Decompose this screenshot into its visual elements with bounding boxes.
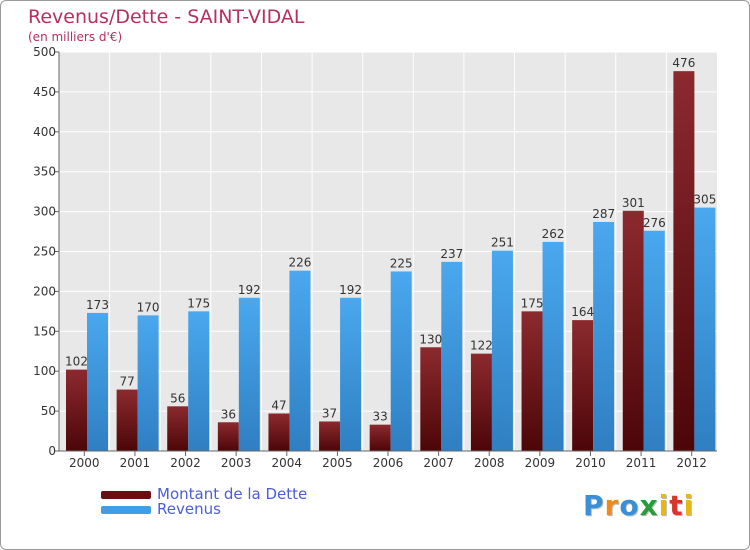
data-label-revenus-2006: 225 xyxy=(390,256,413,270)
data-label-debt-2002: 56 xyxy=(170,391,185,405)
axes: 0 50 100 150 200 250 300 350 400 450 500 2000 2001 20… xyxy=(33,45,717,470)
x-tick-label-2004: 2004 xyxy=(271,456,302,470)
y-tick-label-400: 400 xyxy=(33,125,56,139)
bar-revenus-2010 xyxy=(593,221,615,451)
bar-revenus-2005 xyxy=(340,297,362,451)
data-label-debt-2008: 122 xyxy=(470,339,493,353)
legend-swatch-debt xyxy=(101,490,151,499)
bar-revenus-2007 xyxy=(441,261,463,451)
bar-debt-2000 xyxy=(66,369,87,451)
data-label-revenus-2012: 305 xyxy=(693,193,716,207)
y-tick-label-200: 200 xyxy=(33,284,56,298)
data-label-revenus-2004: 226 xyxy=(289,256,312,270)
logo-letter: t xyxy=(669,489,684,522)
y-tick-label-500: 500 xyxy=(33,45,56,59)
data-label-revenus-2009: 262 xyxy=(542,227,565,241)
bar-debt-2011 xyxy=(622,210,644,451)
y-tick-label-250: 250 xyxy=(33,245,56,259)
bar-revenus-2004 xyxy=(289,270,311,451)
data-label-debt-2001: 77 xyxy=(119,375,134,389)
data-label-debt-2006: 33 xyxy=(373,410,388,424)
logo-letter: i xyxy=(658,489,670,522)
bar-debt-2004 xyxy=(268,413,290,451)
logo-letter: r xyxy=(604,489,620,522)
legend-label-debt: Montant de la Dette xyxy=(157,485,308,503)
bar-debt-2009 xyxy=(521,311,543,451)
y-tick-label-350: 350 xyxy=(33,165,56,179)
data-label-revenus-2010: 287 xyxy=(592,207,615,221)
y-tick-label-300: 300 xyxy=(33,205,56,219)
bar-debt-2001 xyxy=(116,389,138,451)
x-tick-label-2008: 2008 xyxy=(474,456,505,470)
logo-letter: x xyxy=(639,489,659,522)
x-tick-label-2009: 2009 xyxy=(525,456,556,470)
legend-item-debt: Montant de la Dette xyxy=(101,487,307,502)
bar-revenus-2003 xyxy=(238,297,260,451)
proxiti-logo: Proxiti xyxy=(583,489,694,522)
data-label-debt-2010: 164 xyxy=(571,305,594,319)
bar-revenus-2012 xyxy=(694,207,716,451)
legend: Montant de la Dette Revenus xyxy=(101,487,307,517)
bar-revenus-2001 xyxy=(137,315,159,451)
x-tick-label-2010: 2010 xyxy=(575,456,606,470)
bar-revenus-2009 xyxy=(542,241,564,451)
legend-item-revenus: Revenus xyxy=(101,502,307,517)
x-tick-label-2011: 2011 xyxy=(626,456,657,470)
data-label-revenus-2008: 251 xyxy=(491,236,514,250)
bar-debt-2010 xyxy=(572,320,594,451)
y-tick-label-450: 450 xyxy=(33,85,56,99)
y-tick-label-0: 0 xyxy=(48,444,56,458)
data-label-debt-2003: 36 xyxy=(221,407,236,421)
chart-title: Revenus/Dette - SAINT-VIDAL xyxy=(28,6,305,28)
y-tick-label-50: 50 xyxy=(41,404,56,418)
data-label-revenus-2011: 276 xyxy=(643,216,666,230)
bar-debt-2002 xyxy=(167,406,189,451)
x-tick-label-2007: 2007 xyxy=(423,456,454,470)
bars xyxy=(66,71,716,451)
bar-debt-2008 xyxy=(470,353,492,451)
bar-debt-2007 xyxy=(420,347,442,451)
data-label-debt-2007: 130 xyxy=(419,332,442,346)
data-labels: 102 173 77 170 56 175 36 192 47 226 37 192 33 225 130 2… xyxy=(65,56,716,424)
x-tick-label-2000: 2000 xyxy=(69,456,100,470)
bar-debt-2003 xyxy=(217,422,239,451)
y-tick-label-150: 150 xyxy=(33,324,56,338)
bar-debt-2012 xyxy=(673,71,695,451)
bar-revenus-2008 xyxy=(491,250,513,451)
bar-revenus-2000 xyxy=(87,312,108,451)
chart-subtitle: (en milliers d'€) xyxy=(28,30,123,44)
data-label-revenus-2003: 192 xyxy=(238,283,261,297)
x-tick-label-2003: 2003 xyxy=(221,456,252,470)
data-label-revenus-2005: 192 xyxy=(339,283,362,297)
y-tick-label-100: 100 xyxy=(33,364,56,378)
x-tick-label-2002: 2002 xyxy=(170,456,201,470)
data-label-debt-2011: 301 xyxy=(622,196,645,210)
data-label-debt-2004: 47 xyxy=(271,398,286,412)
logo-letter: P xyxy=(583,489,605,522)
bar-revenus-2011 xyxy=(643,230,665,451)
bar-revenus-2002 xyxy=(188,311,210,451)
legend-label-revenus: Revenus xyxy=(157,500,221,518)
legend-swatch-revenus xyxy=(101,505,151,514)
logo-letter: o xyxy=(619,489,640,522)
data-label-debt-2005: 37 xyxy=(322,406,337,420)
data-label-revenus-2000: 173 xyxy=(86,298,109,312)
x-tick-label-2005: 2005 xyxy=(322,456,353,470)
x-tick-label-2006: 2006 xyxy=(373,456,404,470)
data-label-debt-2000: 102 xyxy=(65,355,88,369)
bar-debt-2006 xyxy=(369,424,391,451)
data-label-revenus-2007: 237 xyxy=(440,247,463,261)
bar-revenus-2006 xyxy=(390,271,412,451)
data-label-debt-2012: 476 xyxy=(672,56,695,70)
x-tick-label-2012: 2012 xyxy=(676,456,707,470)
bar-debt-2005 xyxy=(319,421,341,451)
logo-letter: i xyxy=(683,489,695,522)
data-label-revenus-2002: 175 xyxy=(187,296,210,310)
data-label-revenus-2001: 170 xyxy=(137,300,160,314)
data-label-debt-2009: 175 xyxy=(521,296,544,310)
x-tick-label-2001: 2001 xyxy=(120,456,151,470)
